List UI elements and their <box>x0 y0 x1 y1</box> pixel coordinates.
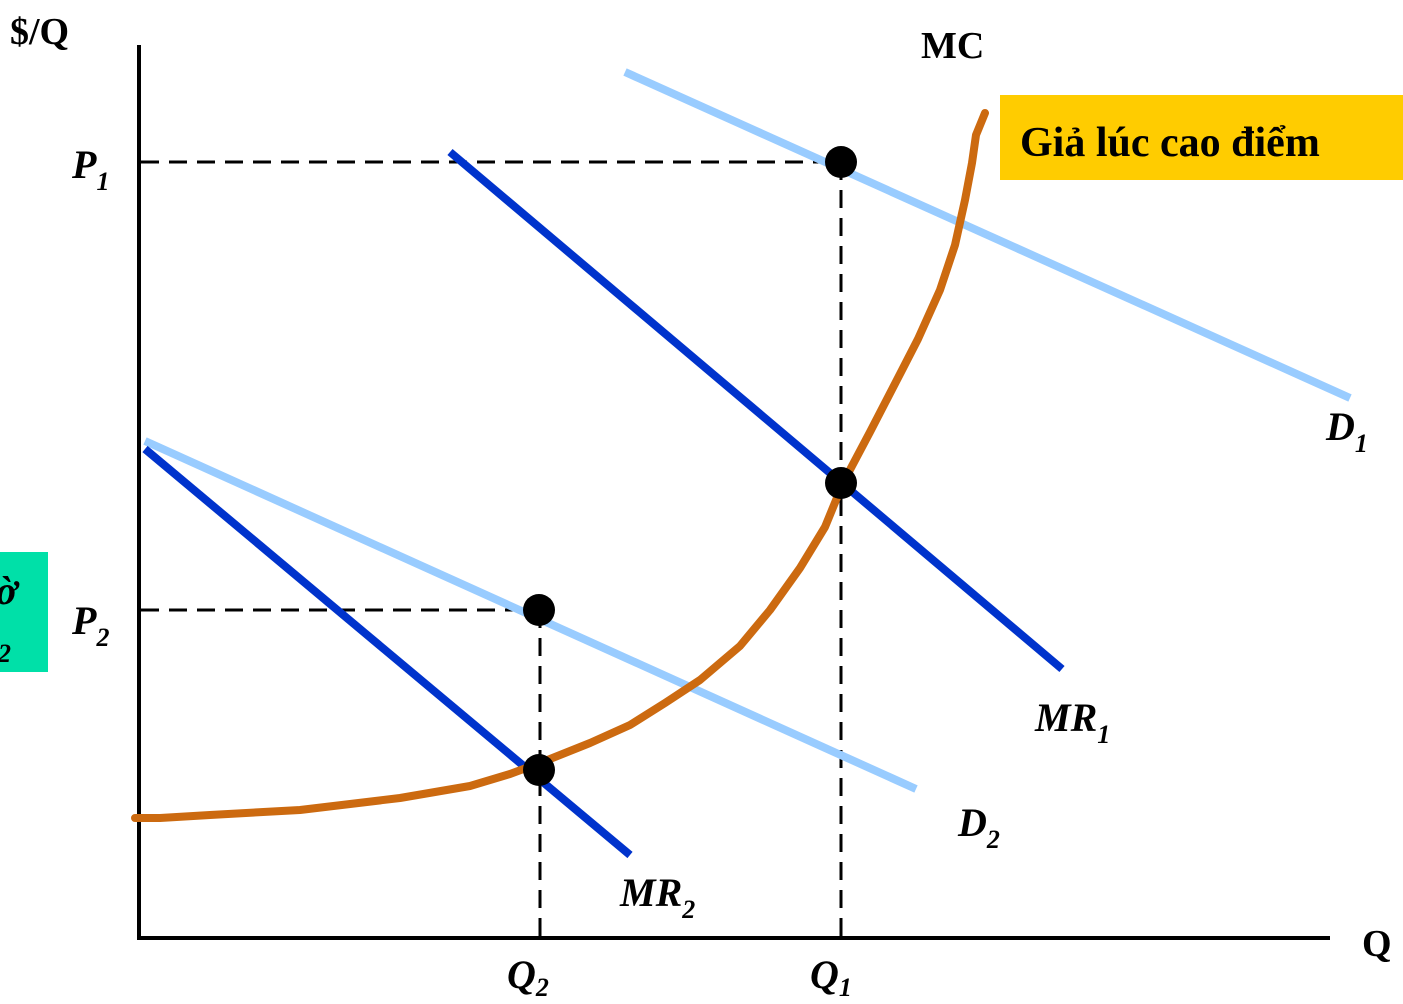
mr1-main: MR <box>1034 695 1097 740</box>
p1-label: P1 <box>71 142 109 196</box>
mr2-main: MR <box>619 870 682 915</box>
mr1-subscript: 1 <box>1097 720 1110 749</box>
q1-label: Q1 <box>810 952 852 999</box>
p1-main: P <box>71 142 97 187</box>
p2-label: P2 <box>71 598 109 652</box>
d2-label: D2 <box>957 800 1000 854</box>
d1-subscript: 1 <box>1355 429 1368 458</box>
p2-main: P <box>71 598 97 643</box>
d2-main: D <box>957 800 987 845</box>
y-axis-title: $/Q <box>10 11 69 53</box>
d2-subscript: 2 <box>986 825 1000 854</box>
d1-label: D1 <box>1325 404 1368 458</box>
peak-mr-mc-point <box>825 467 857 499</box>
d1-main: D <box>1325 404 1355 449</box>
q2-label: Q2 <box>507 952 549 999</box>
q1-subscript: 1 <box>839 973 852 999</box>
q1-main: Q <box>810 952 839 997</box>
mc-label: MC <box>921 25 984 67</box>
p2-subscript: 2 <box>95 623 109 652</box>
offpeak-mr-mc-point <box>523 754 555 786</box>
mr2-curve <box>142 445 633 859</box>
peak-price-point <box>825 146 857 178</box>
offpeak-price-point <box>523 594 555 626</box>
peak-callout-box <box>1000 95 1403 180</box>
d1-curve <box>623 68 1352 402</box>
q2-subscript: 2 <box>535 973 549 999</box>
mr1-label: MR1 <box>1034 695 1110 749</box>
mr2-subscript: 2 <box>681 895 695 924</box>
p1-subscript: 1 <box>96 167 109 196</box>
offpeak-callout-text-1: ờ <box>0 568 20 613</box>
offpeak-callout-box <box>0 552 48 672</box>
peak-callout-text: Giả lúc cao điểm <box>1020 120 1320 166</box>
mr1-curve <box>447 148 1065 673</box>
mc-curve <box>131 109 989 822</box>
offpeak-callout-text-2: 2 <box>0 639 11 668</box>
mr2-label: MR2 <box>619 870 695 924</box>
q2-main: Q <box>507 952 536 997</box>
x-axis-title: Q <box>1362 923 1392 965</box>
